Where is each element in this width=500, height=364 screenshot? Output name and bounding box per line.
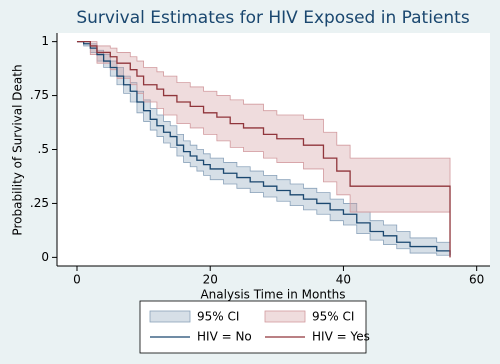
x-tick-label: 40 [336,273,351,287]
legend [139,300,367,354]
y-tick-label: 0 [41,250,49,264]
x-tick-label: 0 [73,273,81,287]
y-tick-label: .25 [30,196,49,210]
legend-ci-label: 95% CI [312,310,354,324]
plot-area [57,33,490,266]
x-tick-label: 60 [469,273,484,287]
survival-line [76,40,451,258]
y-tick-label: .75 [30,88,49,102]
survival-line [76,40,451,256]
legend-ci-swatch [149,310,191,323]
legend-label: HIV = Yes [312,330,370,344]
x-tick-label: 20 [203,273,218,287]
x-axis-title: Analysis Time in Months [200,288,345,302]
y-tick-label: 1 [41,34,49,48]
y-axis-title: Probability of Survival Death [11,64,25,235]
y-tick-label: .5 [38,142,49,156]
legend-label: HIV = No [197,330,252,344]
legend-ci-label: 95% CI [197,310,239,324]
legend-ci-swatch [264,310,306,323]
ci-band [76,41,451,258]
chart-title: Survival Estimates for HIV Exposed in Pa… [76,8,470,28]
